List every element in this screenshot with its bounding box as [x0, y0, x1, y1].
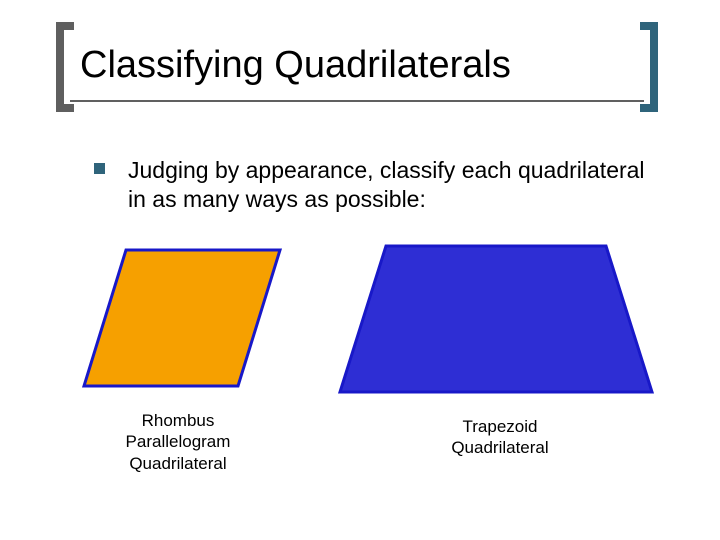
caption-trapezoid: Trapezoid Quadrilateral [400, 416, 600, 459]
trapezoid-polygon [340, 246, 652, 392]
trapezoid-shape [338, 244, 654, 394]
caption-line: Parallelogram [78, 431, 278, 452]
caption-line: Rhombus [78, 410, 278, 431]
caption-rhombus: Rhombus Parallelogram Quadrilateral [78, 410, 278, 474]
caption-line: Quadrilateral [78, 453, 278, 474]
rhombus-shape [82, 248, 282, 388]
slide-title: Classifying Quadrilaterals [80, 44, 511, 87]
caption-line: Quadrilateral [400, 437, 600, 458]
rhombus-polygon [84, 250, 280, 386]
bullet-square-icon [94, 163, 105, 174]
title-bracket-left [56, 22, 74, 112]
title-underline [70, 100, 644, 102]
title-bracket-right [640, 22, 658, 112]
bullet-block: Judging by appearance, classify each qua… [94, 156, 660, 214]
bullet-text: Judging by appearance, classify each qua… [128, 156, 660, 214]
caption-line: Trapezoid [400, 416, 600, 437]
